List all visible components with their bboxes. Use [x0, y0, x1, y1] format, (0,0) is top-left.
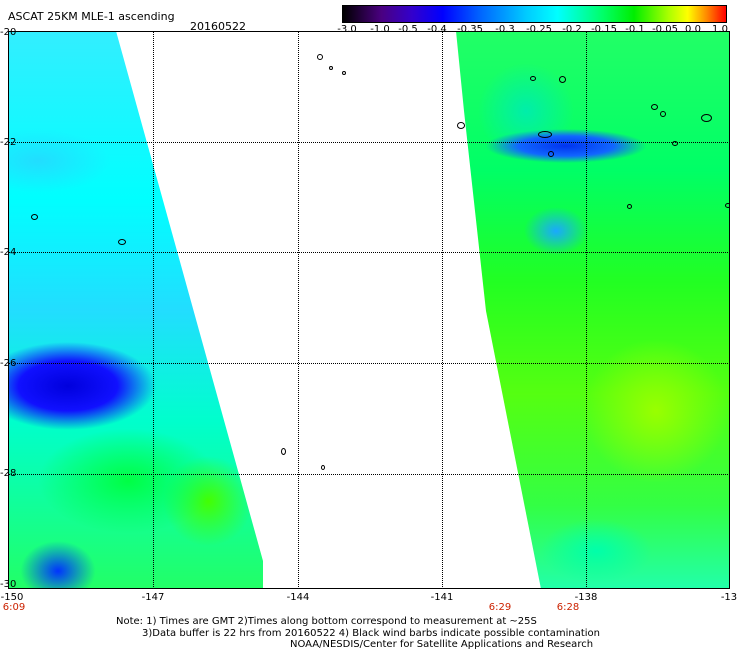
footer-note-line2: 3)Data buffer is 22 hrs from 20160522 4)… [142, 628, 600, 639]
island-outline [725, 203, 730, 208]
island-outline [701, 114, 712, 122]
scale-label: -0.1 [625, 24, 645, 35]
lat-label: -28 [0, 468, 17, 479]
scale-label: -0.5 [398, 24, 418, 35]
grid-line [8, 474, 730, 475]
island-outline [559, 76, 566, 83]
island-outline [548, 151, 554, 157]
scale-label: -0.25 [526, 24, 552, 35]
footer-note-line1: Note: 1) Times are GMT 2)Times along bot… [116, 616, 537, 627]
product-date: 20160522 [190, 20, 246, 33]
lon-label: -141 [430, 592, 454, 603]
scale-label: -0.3 [495, 24, 515, 35]
island-outline [281, 448, 286, 455]
grid-line [298, 31, 299, 589]
scale-label: -0.35 [457, 24, 483, 35]
scale-label: -3.0 [337, 24, 357, 35]
lat-label: -30 [0, 579, 17, 590]
right-swath [456, 31, 730, 589]
time-label: 6:29 [488, 602, 512, 613]
island-outline [660, 111, 666, 117]
island-outline [672, 141, 678, 146]
island-outline [31, 214, 38, 220]
scale-label: -1.0 [370, 24, 390, 35]
time-label: 6:09 [2, 602, 26, 613]
footer-credit: NOAA/NESDIS/Center for Satellite Applica… [290, 639, 594, 650]
lat-label: -24 [0, 247, 17, 258]
left-swath [8, 31, 263, 589]
time-label: 6:28 [556, 602, 580, 613]
scale-label: 1.0 [712, 24, 728, 35]
scale-label: -0.15 [591, 24, 617, 35]
lon-label: -138 [574, 592, 598, 603]
lon-label: -144 [286, 592, 310, 603]
island-outline [651, 104, 658, 110]
grid-line [8, 363, 730, 364]
island-outline [329, 66, 333, 70]
color-scale-labels: -3.0 -1.0 -0.5 -0.4 -0.35 -0.3 -0.25 -0.… [332, 24, 732, 36]
lat-label: -22 [0, 137, 17, 148]
grid-line [153, 31, 154, 589]
island-outline [627, 204, 632, 209]
lon-label: -150 [0, 592, 24, 603]
grid-line [586, 31, 587, 589]
island-outline [118, 239, 126, 245]
scale-label: 0.0 [685, 24, 701, 35]
grid-line [442, 31, 443, 589]
island-outline [317, 54, 323, 60]
grid-line [8, 252, 730, 253]
grid-line [8, 142, 730, 143]
island-outline [321, 465, 325, 470]
color-scale-bar [342, 5, 727, 23]
island-outline [530, 76, 536, 81]
lat-label: -26 [0, 358, 17, 369]
island-outline [342, 71, 346, 75]
island-outline [538, 131, 552, 138]
product-title: ASCAT 25KM MLE-1 ascending [8, 10, 175, 23]
lon-label: -13 [720, 592, 738, 603]
scale-label: -0.05 [652, 24, 678, 35]
map-plot-area [8, 31, 730, 589]
scale-label: -0.2 [562, 24, 582, 35]
island-outline [457, 122, 465, 129]
lon-label: -147 [141, 592, 165, 603]
lat-label: -20 [0, 27, 17, 38]
scale-label: -0.4 [427, 24, 447, 35]
